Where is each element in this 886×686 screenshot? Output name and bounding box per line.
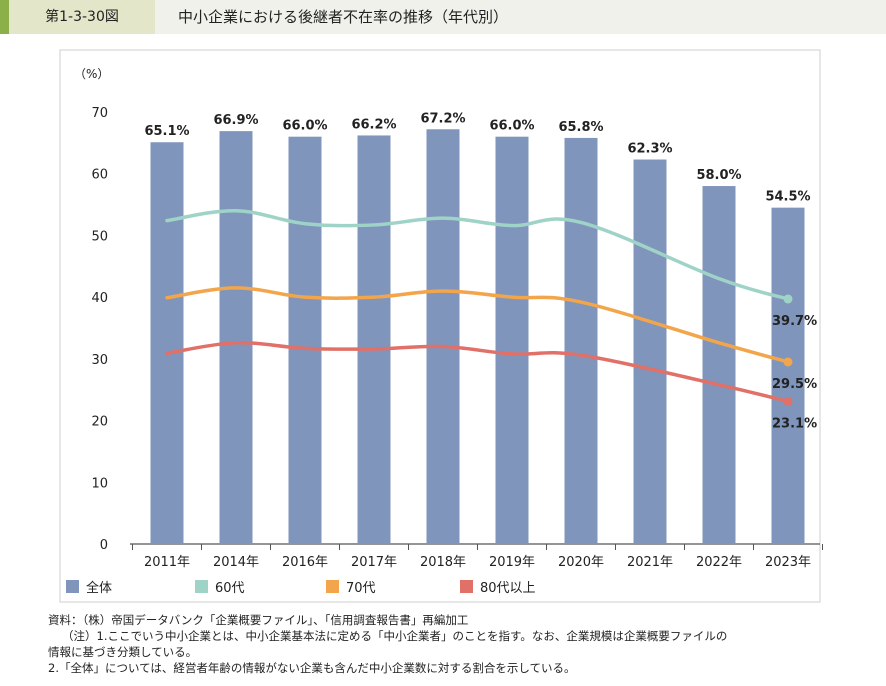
bar-value-label: 62.3% [627,142,672,157]
bar-data-labels: 65.1% 66.9% 66.0% 66.2% 67.2% 66.0% 65.8% 62.3%… [144,111,810,204]
y-axis: 0 10 20 30 40 50 60 70 [91,106,108,553]
series-line [165,340,790,404]
line-series [165,208,793,406]
y-tick-label: 50 [91,229,108,244]
line-end-labels: 39.7% 29.5% 23.1% [772,314,817,431]
legend-label: 70代 [346,581,376,596]
x-tick-label: 2021年 [627,555,673,570]
bar [495,136,529,544]
line-end-label: 23.1% [772,416,817,431]
y-tick-label: 30 [91,353,108,368]
bar-value-label: 65.8% [558,120,603,135]
legend-swatch [66,580,79,593]
bar-value-label: 66.0% [489,119,534,134]
legend-label: 60代 [215,581,245,596]
note-1-cont: 情報に基づき分類している。 [48,645,198,659]
y-tick-label: 40 [91,291,108,306]
x-tick-label: 2018年 [420,555,466,570]
figure-header: 第1-3-30図 中小企業における後継者不在率の推移（年代別） [0,0,886,34]
figure-title: 中小企業における後継者不在率の推移（年代別） [178,8,509,26]
bar [357,135,391,545]
legend-swatch [195,580,208,593]
y-unit-label: （%） [74,67,109,81]
legend-swatch [326,580,339,593]
line-end-label: 29.5% [772,377,817,392]
x-tick-label: 2019年 [489,555,535,570]
bar-series [150,129,805,545]
bar [633,159,667,544]
bar [426,129,460,544]
y-tick-label: 10 [91,476,108,491]
bar-value-label: 54.5% [765,190,810,205]
series-end-point [783,396,793,406]
x-tick-label: 2016年 [282,555,328,570]
note-1: （注）1.ここでいう中小企業とは、中小企業基本法に定める「中小企業者」のことを指… [62,629,728,643]
source-note: 資料：（株）帝国データバンク「企業概要ファイル」、「信用調査報告書」再編加工 [48,613,469,627]
y-tick-label: 20 [91,415,108,430]
series-line [165,208,790,301]
legend: 全体 60代 70代 80代以上 [66,580,536,596]
note-2: 2.「全体」については、経営者年齢の情報がない企業も含んだ中小企業数に対する割合… [48,661,576,675]
x-tick-label: 2014年 [213,555,259,570]
bar-value-label: 58.0% [696,168,741,183]
legend-swatch [460,580,473,593]
legend-label: 全体 [86,580,112,596]
x-tick-label: 2011年 [144,555,190,570]
x-tick-label: 2020年 [558,555,604,570]
series-line [165,286,790,364]
chart-frame [59,49,821,603]
bar [219,131,253,545]
bar-value-label: 66.0% [282,119,327,134]
header-accent-bar [0,0,9,34]
bar [564,137,598,545]
x-tick-label: 2023年 [765,555,811,570]
line-end-label: 39.7% [772,314,817,329]
bar [771,207,805,544]
y-tick-label: 0 [100,538,108,553]
bar [288,136,322,544]
figure-number: 第1-3-30図 [9,0,155,34]
bar-value-label: 65.1% [144,124,189,139]
bar-value-label: 66.9% [213,113,258,128]
chart-svg: （%） 0 10 20 30 40 50 60 70 2011年 2014年 2016年 2017年… [59,49,823,603]
notes: 資料：（株）帝国データバンク「企業概要ファイル」、「信用調査報告書」再編加工 （… [48,612,848,676]
legend-label: 80代以上 [480,581,536,596]
bar [702,186,736,545]
x-axis: 2011年 2014年 2016年 2017年 2018年 2019年 2020年 2021年… [130,543,823,570]
bar-value-label: 66.2% [351,117,396,132]
y-tick-label: 60 [91,168,108,183]
x-tick-label: 2017年 [351,555,397,570]
bar-value-label: 67.2% [420,111,465,126]
series-end-point [783,357,793,367]
bar [150,142,184,545]
series-end-point [783,294,793,304]
y-tick-label: 70 [91,106,108,121]
x-tick-label: 2022年 [696,555,742,570]
